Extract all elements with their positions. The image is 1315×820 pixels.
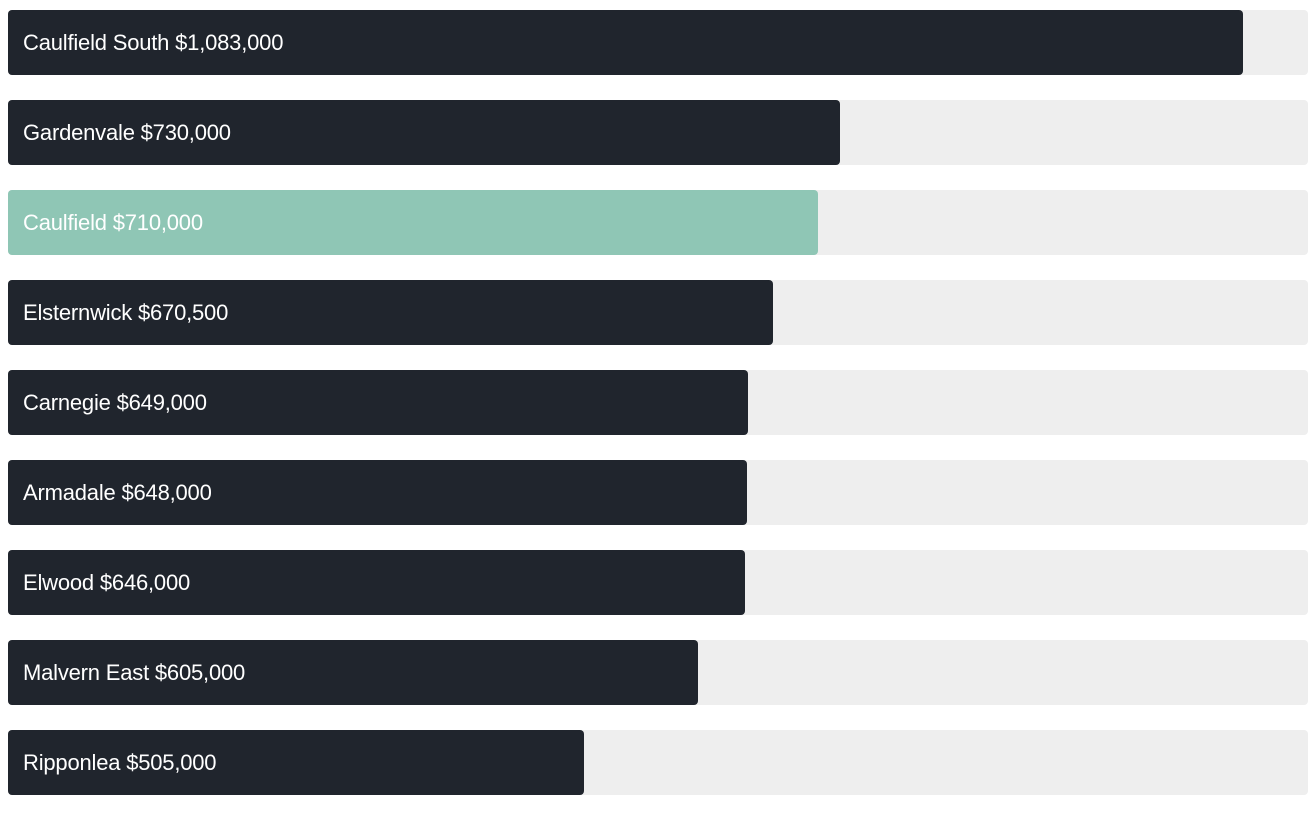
bar	[8, 730, 584, 795]
bar-track: Malvern East $605,000	[8, 640, 1308, 705]
bar-label: Malvern East $605,000	[23, 660, 246, 685]
bar	[8, 370, 748, 435]
bar	[8, 550, 745, 615]
bar-track: Elwood $646,000	[8, 550, 1308, 615]
bar-label: Armadale $648,000	[23, 480, 212, 505]
bar-track: Elsternwick $670,500	[8, 280, 1308, 345]
bar-track: Caulfield South $1,083,000	[8, 10, 1308, 75]
bar-label: Carnegie $649,000	[23, 390, 207, 415]
bar	[8, 10, 1243, 75]
bar-label: Elwood $646,000	[23, 570, 191, 595]
bar-track: Ripponlea $505,000	[8, 730, 1308, 795]
bar	[8, 640, 698, 705]
bar-track: Caulfield $710,000	[8, 190, 1308, 255]
bar	[8, 280, 773, 345]
bar-label: Caulfield South $1,083,000	[23, 30, 284, 55]
bar-track: Carnegie $649,000	[8, 370, 1308, 435]
bar-label: Elsternwick $670,500	[23, 300, 229, 325]
bar-label: Ripponlea $505,000	[23, 750, 217, 775]
bar-label: Gardenvale $730,000	[23, 120, 231, 145]
bar	[8, 460, 747, 525]
bar-track: Gardenvale $730,000	[8, 100, 1308, 165]
bar	[8, 100, 840, 165]
bar-track: Armadale $648,000	[8, 460, 1308, 525]
bar-chart: Caulfield South $1,083,000 Gardenvale $73…	[8, 10, 1308, 820]
bar	[8, 190, 818, 255]
bar-label: Caulfield $710,000	[23, 210, 203, 235]
